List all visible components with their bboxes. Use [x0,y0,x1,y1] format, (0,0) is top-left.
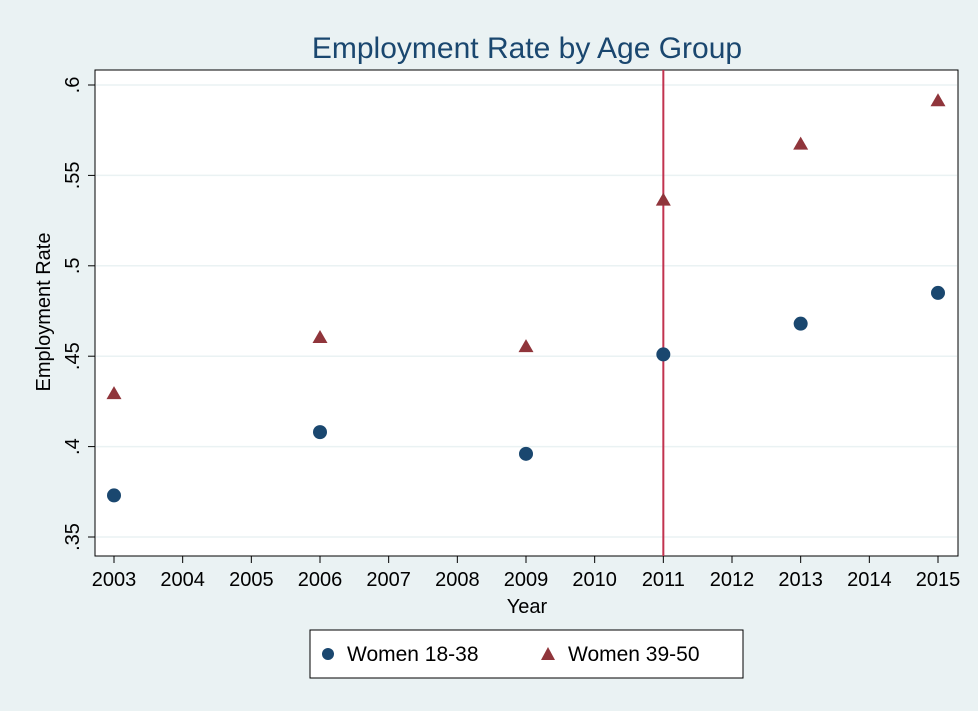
legend-label-women-18-38: Women 18-38 [347,643,479,666]
point-women-39-50-2015 [930,93,946,107]
point-women-18-38-2009 [519,446,533,461]
x-tick-label-8: 2011 [642,569,685,591]
plot-area [94,69,959,557]
x-tick-label-6: 2009 [504,569,549,591]
point-women-39-50-2009 [518,339,534,353]
legend-box [309,629,744,679]
y-tick-label-2: .45 [62,342,84,370]
y-tick-label-4: .55 [62,161,84,189]
x-tick-label-7: 2010 [572,569,617,591]
point-women-18-38-2003 [107,488,121,503]
point-women-18-38-2006 [313,425,327,440]
point-women-39-50-2006 [312,330,328,344]
x-tick-label-0: 2003 [92,569,137,591]
legend-label-women-39-50: Women 39-50 [568,643,700,666]
x-tick-label-4: 2007 [366,569,411,591]
x-tick-label-3: 2006 [298,569,343,591]
y-tick-label-3: .5 [62,257,84,274]
x-tick-label-5: 2008 [435,569,480,591]
data-points [106,93,946,503]
x-tick-label-12: 2015 [916,569,961,591]
grid-lines [96,84,957,538]
y-tick-label-0: .35 [62,523,84,551]
chart-title: Employment Rate by Age Group [312,32,742,65]
legend-marker-women-39-50 [541,647,555,660]
x-tick-label-2: 2005 [229,569,274,591]
y-tick-label-1: .4 [62,438,84,455]
point-women-18-38-2013 [793,316,808,331]
x-tick-label-9: 2012 [710,569,755,591]
x-tick-label-1: 2004 [160,569,205,591]
point-women-18-38-2011 [656,347,671,362]
legend-marker-women-18-38 [322,648,334,660]
axes: .35 .4 .45 .5 .55 .6 2003 2004 2005 2006 2007 2008 2… [62,77,960,591]
y-axis-label: Employment Rate [33,233,55,392]
point-women-39-50-2013 [793,136,809,150]
y-tick-label-5: .6 [62,77,84,94]
legend: Women 18-38 Women 39-50 [309,629,744,679]
x-axis-label: Year [507,596,548,618]
x-tick-label-10: 2013 [778,569,823,591]
point-women-39-50-2011 [655,192,671,206]
point-women-18-38-2015 [931,285,945,300]
x-tick-label-11: 2014 [847,569,892,591]
point-women-39-50-2003 [106,386,122,400]
